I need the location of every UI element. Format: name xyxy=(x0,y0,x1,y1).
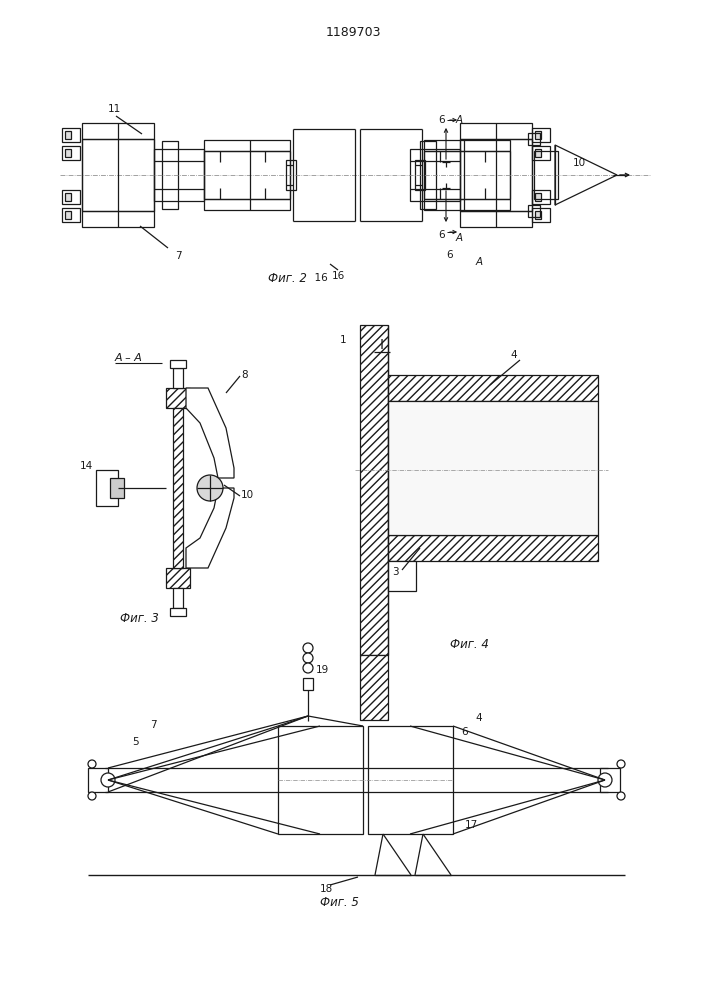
Text: А: А xyxy=(476,257,483,267)
Bar xyxy=(65,193,71,201)
Bar xyxy=(388,561,416,591)
Text: 16: 16 xyxy=(308,273,328,283)
Bar xyxy=(278,726,363,834)
Polygon shape xyxy=(186,488,234,568)
Circle shape xyxy=(303,643,313,653)
Bar xyxy=(62,208,80,222)
Text: Фиг. 4: Фиг. 4 xyxy=(450,639,489,652)
Text: 10: 10 xyxy=(573,158,586,168)
Bar xyxy=(424,151,510,199)
Bar xyxy=(415,160,425,190)
Bar xyxy=(286,160,296,190)
Bar xyxy=(166,568,190,588)
Text: 6: 6 xyxy=(461,727,467,737)
Text: 5: 5 xyxy=(132,737,139,747)
Bar xyxy=(532,146,550,160)
Bar xyxy=(170,360,186,368)
Bar xyxy=(303,678,313,690)
Bar xyxy=(204,151,290,199)
Text: 6: 6 xyxy=(446,250,452,260)
Bar xyxy=(534,151,558,199)
Text: 1: 1 xyxy=(340,335,346,345)
Text: 6: 6 xyxy=(438,115,445,125)
Circle shape xyxy=(303,663,313,673)
Circle shape xyxy=(598,773,612,787)
Bar xyxy=(82,139,154,211)
Bar xyxy=(162,141,178,209)
Text: I: I xyxy=(380,338,384,352)
Bar xyxy=(535,193,541,201)
Polygon shape xyxy=(186,388,234,478)
Bar xyxy=(410,149,460,201)
Bar xyxy=(535,149,541,157)
Bar xyxy=(460,123,532,227)
Text: Фиг. 2: Фиг. 2 xyxy=(268,271,307,284)
Bar xyxy=(65,131,71,139)
Text: 3: 3 xyxy=(392,567,399,577)
Text: 11: 11 xyxy=(108,104,121,114)
Bar xyxy=(110,478,124,498)
Bar xyxy=(170,608,186,616)
Bar xyxy=(360,655,388,720)
Circle shape xyxy=(617,792,625,800)
Text: А – А: А – А xyxy=(115,353,143,363)
Text: 16: 16 xyxy=(332,271,345,281)
Bar xyxy=(600,768,620,792)
Bar xyxy=(88,768,108,792)
Text: 6: 6 xyxy=(438,230,445,240)
Bar xyxy=(173,368,183,388)
Bar xyxy=(173,588,183,608)
Text: Фиг. 3: Фиг. 3 xyxy=(120,611,159,624)
Bar xyxy=(62,190,80,204)
Circle shape xyxy=(88,792,96,800)
Bar xyxy=(424,140,510,210)
Text: 18: 18 xyxy=(320,884,333,894)
Bar xyxy=(62,146,80,160)
Bar xyxy=(96,470,118,506)
Bar xyxy=(388,535,598,561)
Circle shape xyxy=(303,653,313,663)
Bar xyxy=(532,208,550,222)
Bar xyxy=(368,726,453,834)
Text: 7: 7 xyxy=(175,251,182,261)
Bar xyxy=(388,401,598,535)
Circle shape xyxy=(88,760,96,768)
Circle shape xyxy=(617,760,625,768)
Bar xyxy=(420,141,436,209)
Text: 19: 19 xyxy=(316,665,329,675)
Bar xyxy=(173,408,183,568)
Circle shape xyxy=(197,475,223,501)
Bar xyxy=(82,123,154,227)
Bar xyxy=(535,211,541,219)
Text: 7: 7 xyxy=(150,720,157,730)
Text: Фиг. 5: Фиг. 5 xyxy=(320,896,359,910)
Text: 1189703: 1189703 xyxy=(325,25,381,38)
Bar xyxy=(532,190,550,204)
Text: А: А xyxy=(456,115,463,125)
Text: 10: 10 xyxy=(241,490,254,500)
Bar xyxy=(154,149,204,201)
Bar xyxy=(65,149,71,157)
Bar xyxy=(388,375,598,401)
Text: 4: 4 xyxy=(475,713,481,723)
Bar xyxy=(62,128,80,142)
Text: А: А xyxy=(456,233,463,243)
Circle shape xyxy=(101,773,115,787)
Bar xyxy=(360,325,388,655)
Bar xyxy=(528,205,540,217)
Text: 17: 17 xyxy=(465,820,478,830)
Bar xyxy=(535,131,541,139)
Bar xyxy=(65,211,71,219)
Text: 8: 8 xyxy=(241,370,247,380)
Bar xyxy=(528,133,540,145)
Text: 14: 14 xyxy=(80,461,93,471)
Text: 4: 4 xyxy=(510,350,517,360)
Bar xyxy=(460,139,532,211)
Bar xyxy=(166,388,190,408)
Bar xyxy=(532,128,550,142)
Bar xyxy=(204,140,290,210)
